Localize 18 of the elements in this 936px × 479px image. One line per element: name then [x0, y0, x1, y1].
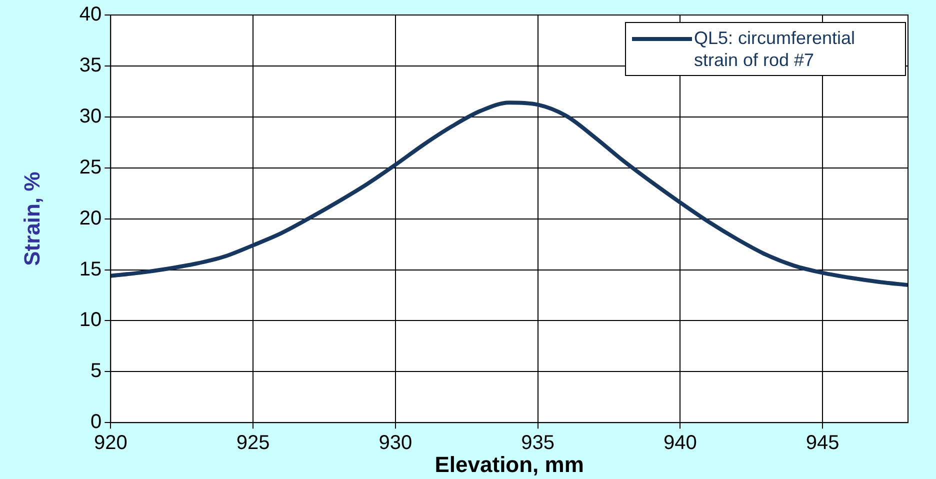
y-tick-label: 35	[79, 54, 102, 76]
y-tick-label: 5	[90, 360, 102, 382]
x-tick-label: 920	[94, 432, 128, 454]
y-tick-label: 20	[79, 207, 102, 230]
x-tick-label: 940	[663, 432, 697, 454]
x-axis-title: Elevation, mm	[434, 452, 584, 477]
x-tick-label: 935	[521, 432, 554, 454]
y-tick-label: 25	[79, 156, 102, 178]
y-axis-title: Strain, %	[19, 172, 44, 266]
x-tick-label: 930	[378, 432, 412, 454]
y-tick-label: 15	[79, 258, 102, 280]
x-tick-label: 945	[806, 432, 840, 454]
y-tick-label: 0	[90, 411, 102, 434]
y-tick-label: 40	[79, 4, 102, 26]
y-tick-label: 30	[79, 105, 102, 128]
x-tick-label: 925	[236, 432, 270, 454]
y-tick-label: 10	[79, 309, 102, 332]
legend-label: QL5: circumferential strain of rod #7	[694, 27, 856, 71]
